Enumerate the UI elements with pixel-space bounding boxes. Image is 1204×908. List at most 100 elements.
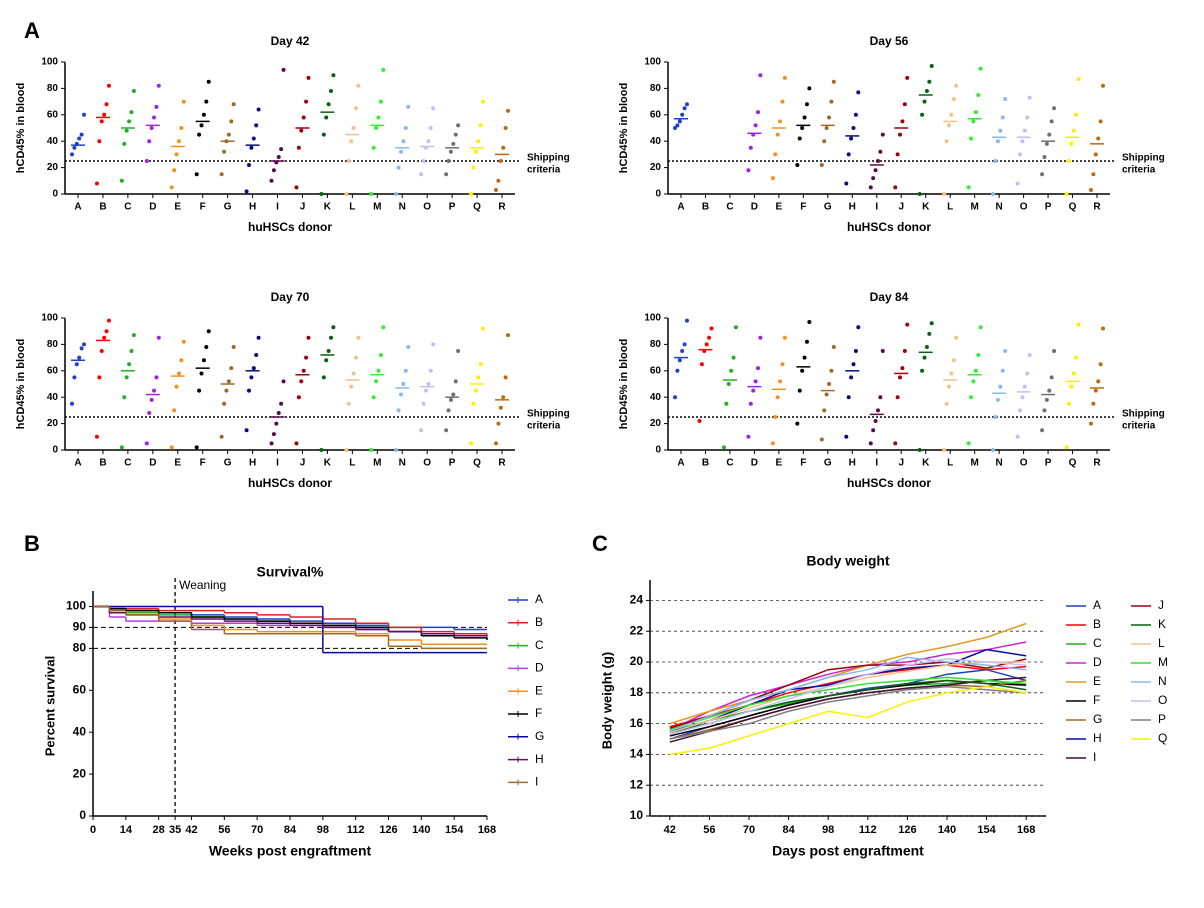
y-tick-label: 40 (73, 724, 87, 738)
x-axis-label: huHSCs donor (248, 220, 332, 234)
data-point (795, 162, 800, 167)
data-point (231, 345, 236, 350)
x-tick-label: 140 (938, 824, 956, 836)
data-point (829, 99, 834, 104)
data-point (1091, 401, 1096, 406)
y-tick-label: 0 (52, 445, 58, 456)
data-point (1015, 181, 1020, 186)
data-point (1049, 119, 1054, 124)
x-tick-label: 168 (1017, 824, 1035, 836)
data-point (74, 362, 79, 367)
x-tick-label: A (74, 458, 81, 469)
data-point (281, 67, 286, 72)
data-point (1003, 96, 1008, 101)
data-point (995, 139, 1000, 144)
data-point (1052, 106, 1057, 111)
data-point (403, 368, 408, 373)
data-point (929, 321, 934, 326)
x-tick-label: H (849, 458, 856, 469)
data-point (971, 119, 976, 124)
y-tick-label: 100 (644, 313, 661, 324)
data-point (444, 428, 449, 433)
x-tick-label: C (726, 458, 733, 469)
x-tick-label: G (224, 458, 232, 469)
data-point (1000, 115, 1005, 120)
data-point (346, 159, 351, 163)
data-point (1017, 408, 1022, 413)
x-axis-label: Days post engraftment (772, 843, 924, 859)
x-tick-label: 56 (703, 824, 715, 836)
x-axis-label: Weeks post engraftment (209, 843, 372, 859)
x-tick-label: 42 (185, 824, 197, 836)
legend-label: H (535, 752, 544, 766)
data-point (871, 428, 876, 433)
data-point (356, 335, 361, 340)
y-axis-label: hCD45% in blood (618, 83, 630, 173)
threshold-label: criteria (1122, 421, 1156, 432)
data-point (276, 155, 281, 160)
data-point (256, 335, 261, 340)
data-point (152, 115, 157, 120)
data-point (301, 115, 306, 120)
data-point (226, 379, 231, 384)
data-point (481, 326, 486, 331)
x-tick-label: P (449, 458, 456, 469)
data-point (102, 112, 107, 117)
data-point (775, 395, 780, 400)
x-tick-label: D (751, 202, 758, 213)
data-point (1076, 322, 1081, 327)
data-point (149, 397, 154, 402)
data-point (704, 342, 709, 347)
x-tick-label: C (124, 202, 131, 213)
data-point (673, 126, 677, 130)
data-point (353, 355, 358, 360)
data-point (900, 119, 905, 124)
x-axis-label: huHSCs donor (847, 220, 931, 234)
data-point (680, 112, 685, 117)
data-point (204, 345, 209, 350)
data-point (119, 445, 124, 450)
legend-label: F (1093, 693, 1100, 707)
data-point (329, 89, 334, 94)
data-point (351, 126, 356, 130)
data-point (147, 139, 152, 144)
data-point (853, 112, 858, 117)
x-tick-label: F (800, 202, 806, 213)
data-point (129, 110, 134, 115)
data-point (868, 441, 873, 446)
data-point (70, 152, 74, 157)
data-point (1096, 136, 1101, 141)
data-point (226, 132, 231, 137)
x-tick-label: F (200, 458, 206, 469)
data-point (804, 102, 809, 107)
y-tick-label: 20 (650, 418, 662, 429)
data-point (827, 115, 832, 120)
data-point (951, 358, 956, 363)
data-point (94, 434, 99, 439)
data-point (800, 126, 805, 130)
x-tick-label: 28 (153, 824, 165, 836)
data-point (822, 408, 827, 413)
legend-label: B (1093, 617, 1101, 631)
data-point (296, 145, 301, 150)
legend-label: Q (1158, 731, 1167, 745)
data-point (751, 388, 756, 393)
data-point (119, 178, 124, 183)
weight-line (669, 676, 1027, 743)
data-point (780, 362, 785, 367)
x-tick-label: K (324, 458, 332, 469)
data-point (797, 388, 802, 393)
data-point (299, 379, 304, 384)
data-point (446, 408, 451, 413)
data-point (503, 375, 508, 380)
data-point (324, 358, 329, 363)
data-point (1069, 141, 1074, 146)
data-point (802, 115, 807, 120)
data-point (271, 168, 276, 173)
data-point (942, 192, 947, 196)
data-point (419, 172, 424, 177)
data-point (756, 366, 761, 371)
y-tick-label: 60 (650, 365, 662, 376)
y-tick-label: 40 (650, 392, 662, 403)
data-point (973, 110, 978, 115)
